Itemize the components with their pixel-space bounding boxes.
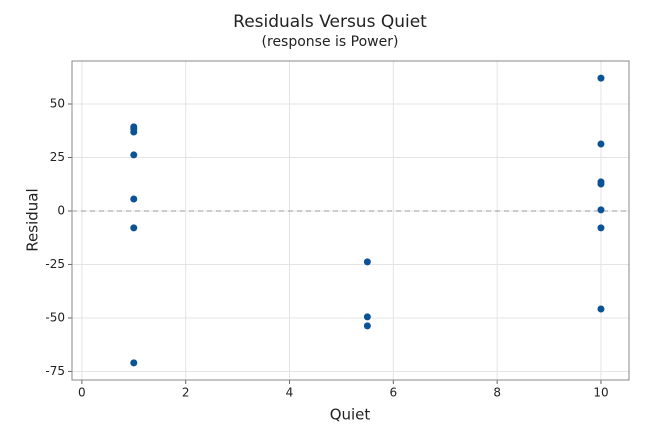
plot-frame: [71, 60, 630, 381]
x-tick-label: 2: [182, 386, 190, 400]
x-tick-label: 10: [593, 386, 608, 400]
point: [597, 206, 605, 214]
point: [597, 224, 605, 232]
point: [130, 195, 138, 203]
point: [130, 128, 138, 136]
point: [130, 359, 138, 367]
x-tick-label: 8: [493, 386, 501, 400]
y-tick-label: -50: [45, 310, 65, 324]
point: [363, 322, 371, 330]
point: [130, 224, 138, 232]
point: [130, 151, 138, 159]
point: [597, 305, 605, 313]
y-tick-label: 25: [50, 150, 65, 164]
y-tick-label: -25: [45, 257, 65, 271]
point: [363, 313, 371, 321]
chart-title: Residuals Versus Quiet: [233, 12, 427, 32]
chart-subtitle: (response is Power): [262, 34, 399, 50]
point: [597, 180, 605, 188]
y-tick-label: 0: [57, 203, 65, 217]
x-tick-label: 6: [390, 386, 398, 400]
y-tick-label: 50: [50, 97, 65, 111]
y-axis-label: Residual: [24, 188, 42, 251]
x-axis-label: Quiet: [330, 406, 371, 424]
x-tick-label: 0: [78, 386, 86, 400]
point: [363, 258, 371, 266]
y-tick-label: -75: [45, 364, 65, 378]
point: [597, 74, 605, 82]
point: [597, 140, 605, 148]
x-tick-label: 4: [286, 386, 294, 400]
